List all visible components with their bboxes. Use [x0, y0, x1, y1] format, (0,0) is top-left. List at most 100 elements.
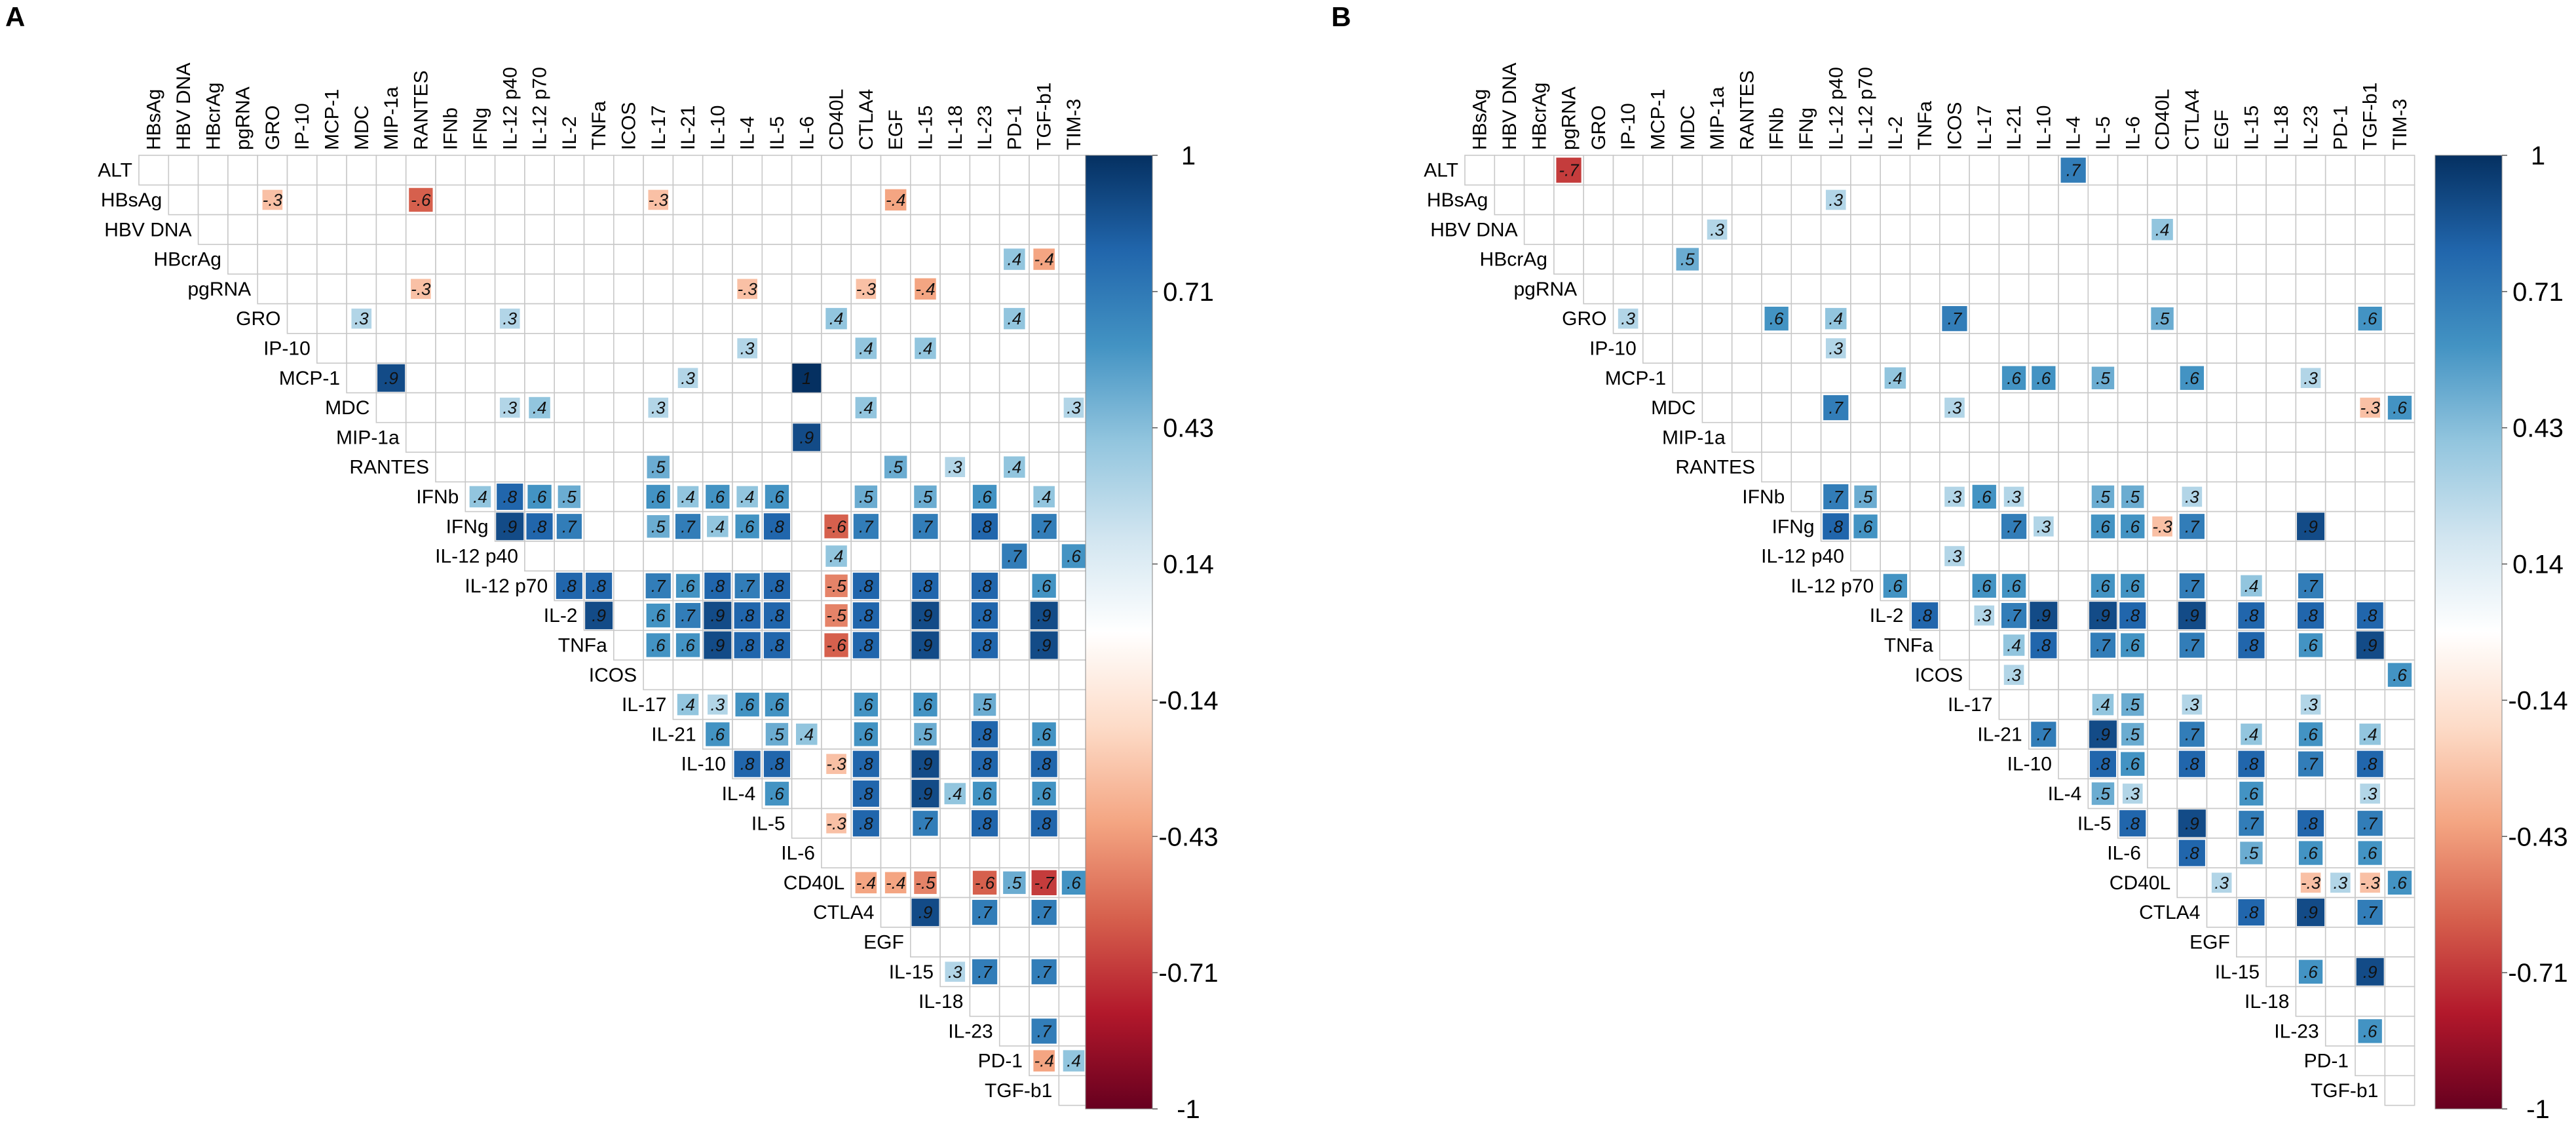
column-label: IFNb: [440, 107, 462, 150]
grid-cell: [1058, 956, 1089, 988]
heatmap-cell: [763, 750, 791, 777]
heatmap-cell: [647, 455, 670, 478]
row-label: IL-6: [2107, 843, 2141, 864]
grid-cell: [939, 273, 971, 305]
grid-cell: [2265, 600, 2297, 631]
heatmap-cell: [1825, 307, 1847, 330]
grid-cell: [524, 214, 556, 245]
grid-cell: [2324, 452, 2356, 483]
grid-cell: [2206, 214, 2237, 245]
grid-cell: [1642, 155, 1673, 186]
grid-cell: [1969, 629, 2000, 661]
heatmap-cell: [2122, 783, 2143, 804]
heatmap-cell: [2180, 366, 2205, 390]
grid-cell: [821, 452, 852, 483]
heatmap-cell: [2179, 722, 2205, 747]
grid-cell: [2087, 303, 2119, 334]
grid-cell: [2324, 155, 2356, 186]
grid-cell: [821, 718, 852, 750]
cell-value-label: .5: [770, 724, 784, 744]
heatmap-cell: [704, 631, 732, 659]
grid-cell: [2384, 778, 2415, 809]
grid-cell: [494, 362, 525, 394]
grid-cell: [1058, 1075, 1089, 1106]
cell-value-label: .9: [711, 635, 725, 655]
grid-cell: [2117, 244, 2148, 275]
heatmap-cell: [2152, 516, 2172, 537]
cell-value-label: .9: [2303, 902, 2318, 922]
column-label: TNFa: [1914, 101, 1936, 150]
heatmap-cell: [586, 572, 613, 599]
cell-value-label: .8: [1037, 754, 1051, 774]
cell-value-label: -.4: [1034, 250, 1053, 269]
grid-cell: [464, 392, 496, 423]
grid-cell: [554, 332, 585, 364]
grid-cell: [435, 421, 466, 453]
grid-cell: [464, 155, 496, 186]
heatmap-cell: [915, 338, 936, 359]
grid-cell: [1998, 155, 2030, 186]
heatmap-cell: [2298, 722, 2323, 746]
heatmap-cell: [854, 722, 879, 746]
row-label: IL-17: [1948, 694, 1992, 716]
cell-value-label: .8: [533, 516, 547, 536]
grid-cell: [1969, 273, 2000, 305]
heatmap-cell: [973, 693, 996, 716]
grid-cell: [791, 689, 822, 720]
heatmap-cell: [2298, 633, 2323, 657]
column-label: HBV DNA: [1499, 63, 1521, 150]
cell-value-label: .6: [2125, 576, 2140, 596]
cell-value-label: .7: [859, 516, 874, 536]
grid-cell: [2117, 332, 2148, 364]
grid-cell: [939, 927, 971, 958]
grid-cell: [2087, 452, 2119, 483]
grid-cell: [2206, 541, 2237, 572]
heatmap-cell: [763, 513, 791, 540]
cell-value-label: .6: [2125, 635, 2140, 655]
cell-value-label: .6: [2007, 576, 2021, 596]
heatmap-cell: [2089, 602, 2117, 630]
grid-cell: [2117, 452, 2148, 483]
grid-cell: [702, 273, 733, 305]
grid-cell: [2355, 689, 2386, 720]
grid-cell: [1058, 748, 1089, 780]
grid-cell: [791, 392, 822, 423]
heatmap-cell: [2092, 693, 2114, 716]
grid-cell: [1909, 303, 1941, 334]
cell-value-label: .7: [681, 516, 696, 536]
grid-cell: [613, 155, 644, 186]
heatmap-cell: [646, 603, 670, 628]
grid-cell: [2058, 184, 2089, 216]
grid-cell: [1790, 481, 1822, 513]
grid-cell: [969, 155, 1000, 186]
grid-cell: [998, 421, 1030, 453]
heatmap-cell: [971, 721, 998, 748]
grid-cell: [880, 689, 911, 720]
heatmap-cell: [2003, 665, 2024, 686]
grid-cell: [2087, 244, 2119, 275]
grid-cell: [672, 155, 704, 186]
grid-cell: [494, 332, 525, 364]
cell-value-label: .8: [2185, 843, 2199, 863]
grid-cell: [554, 214, 585, 245]
grid-cell: [1790, 214, 1822, 245]
cell-value-label: .3: [502, 309, 517, 328]
heatmap-cell: [2238, 602, 2265, 629]
cell-value-label: .6: [2125, 754, 2140, 774]
grid-cell: [998, 718, 1030, 750]
cell-value-label: .7: [1037, 516, 1052, 536]
row-label: IFNg: [1772, 516, 1815, 537]
grid-cell: [732, 392, 763, 423]
grid-cell: [2176, 421, 2208, 453]
grid-cell: [2324, 273, 2356, 305]
cell-value-label: -.3: [263, 190, 283, 210]
column-label: IL-2: [1885, 116, 1906, 150]
grid-cell: [197, 184, 229, 216]
cell-value-label: .8: [977, 635, 992, 655]
heatmap-cell: [854, 692, 879, 717]
grid-cell: [1029, 689, 1060, 720]
grid-cell: [998, 778, 1030, 809]
cell-value-label: -.3: [2360, 873, 2380, 893]
cell-value-label: .6: [1888, 576, 1903, 596]
grid-cell: [2236, 273, 2267, 305]
